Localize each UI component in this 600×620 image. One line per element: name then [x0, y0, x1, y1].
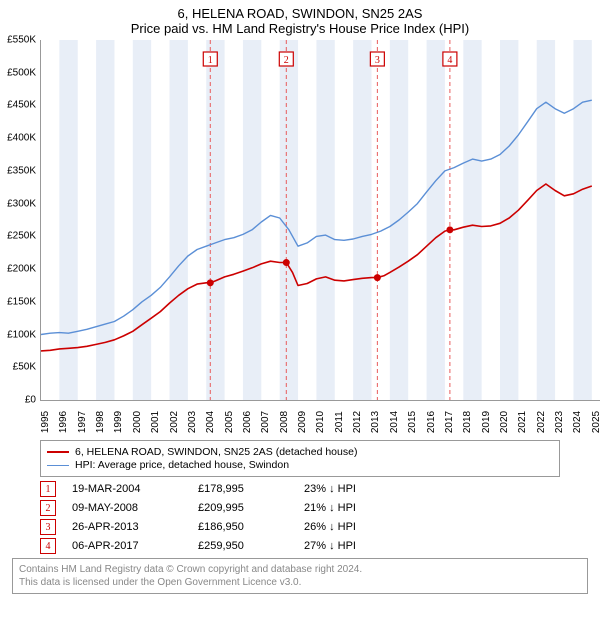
- x-tick-label: 2013: [370, 411, 381, 433]
- sale-diff: 23% ↓ HPI: [304, 483, 356, 495]
- legend-item: HPI: Average price, detached house, Swin…: [47, 459, 553, 471]
- x-tick-label: 2008: [279, 411, 290, 433]
- x-tick-label: 2019: [481, 411, 492, 433]
- sales-table: 1 19-MAR-2004 £178,995 23% ↓ HPI 2 09-MAY-200…: [40, 481, 560, 554]
- sale-date: 26-APR-2013: [72, 521, 182, 533]
- x-tick-label: 2010: [315, 411, 326, 433]
- sale-price: £186,950: [198, 521, 288, 533]
- x-tick-label: 2014: [389, 411, 400, 433]
- chart-title: 6, HELENA ROAD, SWINDON, SN25 2AS: [0, 0, 600, 21]
- y-tick-label: £0: [25, 395, 36, 406]
- legend-swatch: [47, 451, 69, 453]
- x-tick-label: 1997: [77, 411, 88, 433]
- sale-date: 09-MAY-2008: [72, 502, 182, 514]
- x-tick-label: 2022: [536, 411, 547, 433]
- container: 6, HELENA ROAD, SWINDON, SN25 2AS Price …: [0, 0, 600, 594]
- x-tick-label: 2002: [169, 411, 180, 433]
- x-axis-labels: 1995 1996 1997 1998 1999 2000 2001 2002 2003 2004…: [40, 400, 600, 434]
- x-tick-label: 2000: [132, 411, 143, 433]
- sale-price: £209,995: [198, 502, 288, 514]
- legend-item: 6, HELENA ROAD, SWINDON, SN25 2AS (detac…: [47, 446, 553, 458]
- svg-text:4: 4: [447, 55, 452, 66]
- y-tick-label: £150K: [7, 296, 36, 307]
- x-tick-label: 2016: [426, 411, 437, 433]
- footer-line2: This data is licensed under the Open Gov…: [19, 576, 581, 589]
- sale-price: £259,950: [198, 540, 288, 552]
- x-tick-label: 2023: [554, 411, 565, 433]
- y-tick-label: £200K: [7, 264, 36, 275]
- x-tick-label: 2017: [444, 411, 455, 433]
- x-tick-label: 1998: [95, 411, 106, 433]
- sales-row: 1 19-MAR-2004 £178,995 23% ↓ HPI: [40, 481, 560, 497]
- sale-date: 19-MAR-2004: [72, 483, 182, 495]
- sale-marker-icon: 2: [40, 500, 56, 516]
- plot-svg: 1 2 3 4: [40, 40, 600, 401]
- svg-text:3: 3: [375, 55, 380, 66]
- legend: 6, HELENA ROAD, SWINDON, SN25 2AS (detac…: [40, 440, 560, 477]
- sales-row: 2 09-MAY-2008 £209,995 21% ↓ HPI: [40, 500, 560, 516]
- x-tick-label: 2021: [517, 411, 528, 433]
- chart-area: £0£50K£100K£150K£200K£250K£300K£350K£400…: [40, 40, 600, 400]
- sale-price: £178,995: [198, 483, 288, 495]
- sale-marker-icon: 4: [40, 538, 56, 554]
- y-tick-label: £550K: [7, 35, 36, 46]
- x-tick-label: 2005: [224, 411, 235, 433]
- x-tick-label: 2001: [150, 411, 161, 433]
- sale-marker-icon: 3: [40, 519, 56, 535]
- y-tick-label: £100K: [7, 329, 36, 340]
- sale-diff: 27% ↓ HPI: [304, 540, 356, 552]
- legend-label: 6, HELENA ROAD, SWINDON, SN25 2AS (detac…: [75, 446, 357, 458]
- sale-diff: 26% ↓ HPI: [304, 521, 356, 533]
- y-tick-label: £500K: [7, 67, 36, 78]
- x-tick-label: 1996: [58, 411, 69, 433]
- x-tick-label: 2025: [591, 411, 600, 433]
- legend-label: HPI: Average price, detached house, Swin…: [75, 459, 289, 471]
- svg-text:1: 1: [208, 55, 213, 66]
- y-tick-label: £400K: [7, 133, 36, 144]
- sale-marker-icon: 1: [40, 481, 56, 497]
- x-tick-label: 2004: [205, 411, 216, 433]
- y-tick-label: £450K: [7, 100, 36, 111]
- sales-row: 4 06-APR-2017 £259,950 27% ↓ HPI: [40, 538, 560, 554]
- x-tick-label: 1995: [40, 411, 51, 433]
- sale-date: 06-APR-2017: [72, 540, 182, 552]
- y-tick-label: £250K: [7, 231, 36, 242]
- sale-diff: 21% ↓ HPI: [304, 502, 356, 514]
- x-tick-label: 1999: [113, 411, 124, 433]
- y-axis-labels: £0£50K£100K£150K£200K£250K£300K£350K£400…: [0, 40, 38, 400]
- x-tick-label: 2009: [297, 411, 308, 433]
- chart-subtitle: Price paid vs. HM Land Registry's House …: [0, 21, 600, 40]
- svg-text:2: 2: [284, 55, 289, 66]
- x-tick-label: 2024: [572, 411, 583, 433]
- x-tick-label: 2015: [407, 411, 418, 433]
- legend-swatch: [47, 465, 69, 466]
- y-tick-label: £350K: [7, 165, 36, 176]
- y-tick-label: £300K: [7, 198, 36, 209]
- footer-line1: Contains HM Land Registry data © Crown c…: [19, 563, 581, 576]
- x-tick-label: 2018: [462, 411, 473, 433]
- x-tick-label: 2003: [187, 411, 198, 433]
- sales-row: 3 26-APR-2013 £186,950 26% ↓ HPI: [40, 519, 560, 535]
- x-tick-label: 2012: [352, 411, 363, 433]
- x-tick-label: 2007: [260, 411, 271, 433]
- y-tick-label: £50K: [13, 362, 36, 373]
- footer-attribution: Contains HM Land Registry data © Crown c…: [12, 558, 588, 594]
- x-tick-label: 2006: [242, 411, 253, 433]
- x-tick-label: 2020: [499, 411, 510, 433]
- x-tick-label: 2011: [334, 411, 345, 433]
